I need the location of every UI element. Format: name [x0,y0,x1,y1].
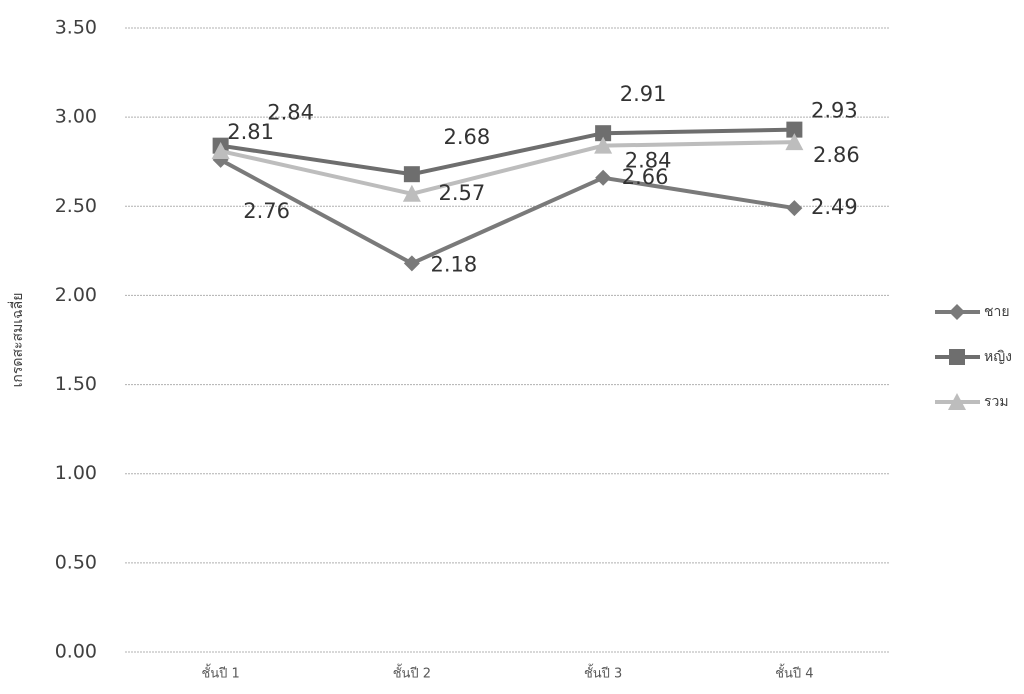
data-label: 2.68 [443,125,490,149]
data-label: 2.81 [227,120,274,144]
y-tick-label: 0.50 [55,551,97,573]
data-point [402,184,421,202]
data-label: 2.86 [813,143,860,167]
data-label: 2.18 [430,252,477,276]
data-label: 2.91 [620,82,667,106]
data-label: 2.76 [243,199,290,223]
legend-marker [949,304,965,320]
y-axis-title: เกรดสะสมเฉลี่ย [8,293,26,388]
data-point [786,121,803,138]
data-label: 2.93 [811,99,858,123]
x-tick-label: ชั้นปี 1 [201,664,239,682]
series-line [219,158,795,266]
y-tick-label: 3.50 [55,17,97,39]
y-tick-label: 1.50 [55,373,97,395]
y-tick-label: 2.50 [55,195,97,217]
data-label: 2.66 [622,165,669,189]
data-point [785,133,804,151]
series-line [220,140,795,196]
y-tick-label: 1.00 [55,462,97,484]
legend-label: รวม [984,394,1009,410]
legend-marker [948,393,966,410]
y-tick-label: 2.00 [55,284,97,306]
series-line [220,127,795,177]
data-label: 2.57 [438,181,485,205]
data-point [786,200,803,217]
data-label: 2.84 [267,101,314,125]
legend-marker [949,349,965,365]
data-label: 2.84 [625,149,672,173]
legend-label: หญิง [984,349,1012,365]
y-tick-label: 0.00 [55,641,97,663]
x-tick-label: ชั้นปี 4 [775,664,813,682]
data-label: 2.49 [811,195,858,219]
x-tick-label: ชั้นปี 2 [393,664,431,682]
data-point [211,142,230,160]
data-point [595,125,612,142]
data-point [403,255,420,272]
data-point [594,136,613,154]
x-tick-label: ชั้นปี 3 [584,664,622,682]
legend-label: ชาย [984,304,1010,320]
data-point [595,169,612,186]
data-point [403,166,420,183]
y-tick-label: 3.00 [55,106,97,128]
